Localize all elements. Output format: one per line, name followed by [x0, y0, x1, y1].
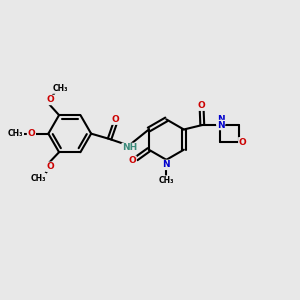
Text: O: O	[28, 129, 35, 138]
Text: CH₃: CH₃	[159, 176, 174, 185]
Text: O: O	[111, 115, 119, 124]
Text: CH₃: CH₃	[31, 173, 46, 182]
Text: N: N	[217, 121, 224, 130]
Text: O: O	[128, 156, 136, 165]
Text: NH: NH	[122, 143, 137, 152]
Text: O: O	[198, 101, 206, 110]
Text: N: N	[163, 160, 170, 169]
Text: O: O	[46, 162, 54, 171]
Text: CH₃: CH₃	[53, 84, 68, 93]
Text: O: O	[239, 138, 247, 147]
Text: CH₃: CH₃	[8, 129, 23, 138]
Text: N: N	[217, 116, 224, 124]
Text: O: O	[46, 95, 54, 104]
